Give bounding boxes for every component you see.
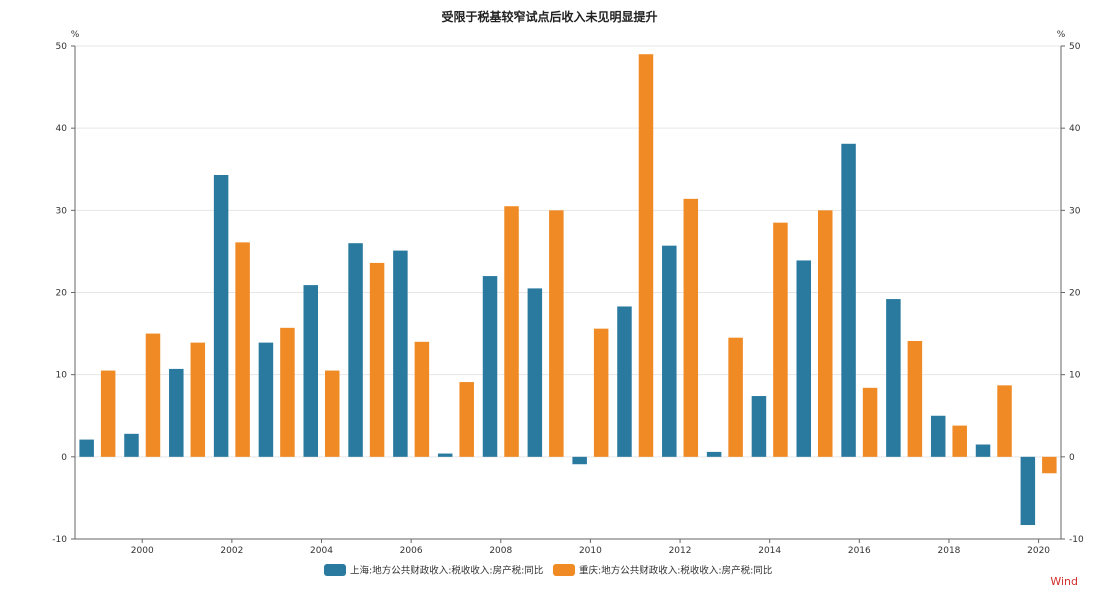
x-tick-label: 2020 [1027, 546, 1050, 556]
bar-shanghai-2018 [930, 415, 946, 457]
left-tick-label: -10 [52, 535, 67, 545]
bar-shanghai-2011 [617, 306, 632, 457]
right-tick-label: 30 [1069, 206, 1081, 216]
bar-chongqing-2016 [862, 387, 878, 457]
bar-shanghai-2017 [886, 299, 901, 457]
source-label: Wind [1050, 575, 1078, 588]
right-tick-label: 50 [1069, 42, 1081, 52]
bar-shanghai-2012 [662, 245, 677, 457]
bar-chongqing-2002 [235, 242, 250, 457]
bar-shanghai-2000 [124, 433, 139, 457]
bar-shanghai-2003 [258, 342, 274, 457]
bar-shanghai-2001 [169, 368, 184, 457]
x-tick-label: 2018 [938, 546, 961, 556]
bar-chongqing-2001 [190, 342, 206, 457]
bar-chongqing-2014 [773, 222, 788, 457]
right-tick-label: -10 [1069, 535, 1084, 545]
bar-chongqing-2013 [728, 337, 743, 457]
left-tick-label: 10 [56, 371, 68, 381]
bar-shanghai-2014 [751, 396, 767, 457]
left-tick-label: 0 [61, 453, 67, 463]
bar-shanghai-2008 [482, 276, 498, 457]
bar-shanghai-2006 [393, 250, 408, 457]
bar-chongqing-2005 [369, 262, 385, 457]
left-tick-label: 20 [56, 289, 68, 299]
bar-chongqing-2009 [549, 210, 564, 457]
right-axis-unit: % [1057, 30, 1066, 40]
bar-chongqing-2008 [504, 206, 519, 457]
x-tick-label: 2002 [220, 546, 243, 556]
legend-swatch-shanghai [324, 564, 346, 576]
bar-shanghai-2020 [1020, 456, 1036, 526]
right-y-axis: -10 0 10 20 30 40 50 [1060, 42, 1084, 545]
right-tick-label: 20 [1069, 289, 1081, 299]
bar-shanghai-2019 [975, 444, 991, 457]
x-tick-label: 2000 [131, 546, 154, 556]
x-tick-label: 2004 [310, 546, 333, 556]
legend-swatch-chongqing [553, 564, 575, 576]
bar-chongqing-2012 [683, 198, 699, 457]
chart-title: 受限于税基较窄试点后收入未见明显提升 [441, 9, 657, 24]
x-tick-label: 2006 [400, 546, 423, 556]
bar-chongqing-2015 [818, 210, 833, 457]
bar-chongqing-2003 [280, 327, 295, 457]
bar-chongqing-2020 [1042, 456, 1057, 474]
bar-shanghai-1999 [79, 439, 94, 457]
x-tick-label: 2012 [669, 546, 692, 556]
legend-label-shanghai: 上海:地方公共财政收入:税收收入:房产税:同比 [350, 565, 543, 577]
bar-chongqing-2017 [907, 340, 923, 457]
bar-shanghai-2016 [841, 143, 856, 457]
x-tick-label: 2016 [848, 546, 871, 556]
bar-shanghai-2004 [303, 285, 318, 457]
left-tick-label: 40 [56, 124, 68, 134]
x-tick-label: 2010 [579, 546, 602, 556]
bar-shanghai-2015 [796, 260, 811, 457]
bar-chongqing-2006 [414, 341, 430, 457]
left-tick-label: 30 [56, 206, 68, 216]
bar-shanghai-2005 [348, 243, 363, 457]
bar-chongqing-2011 [638, 54, 654, 457]
right-tick-label: 10 [1069, 371, 1081, 381]
bar-chongqing-1999 [100, 370, 116, 457]
bar-shanghai-2002 [213, 175, 229, 457]
x-tick-label: 2014 [758, 546, 781, 556]
bar-shanghai-2009 [527, 288, 543, 457]
bar-shanghai-2007 [437, 453, 453, 457]
bar-shanghai-2010 [572, 456, 587, 465]
bar-chongqing-2007 [459, 382, 474, 457]
bar-series [79, 54, 1057, 526]
left-y-axis: -10 0 10 20 30 40 50 [52, 42, 76, 545]
bar-chongqing-2004 [325, 370, 340, 457]
bar-chongqing-2018 [952, 425, 967, 457]
legend: 上海:地方公共财政收入:税收收入:房产税:同比 重庆:地方公共财政收入:税收收入… [324, 564, 772, 577]
legend-label-chongqing: 重庆:地方公共财政收入:税收收入:房产税:同比 [579, 565, 772, 577]
right-tick-label: 40 [1069, 124, 1081, 134]
bar-chongqing-2000 [145, 333, 161, 457]
bar-chongqing-2019 [997, 385, 1012, 457]
x-axis: 2000 2002 2004 2006 2008 2010 2012 2014 2016 2018… [75, 538, 1061, 556]
bar-shanghai-2013 [706, 451, 722, 457]
left-tick-label: 50 [56, 42, 68, 52]
right-tick-label: 0 [1069, 453, 1075, 463]
left-axis-unit: % [71, 30, 80, 40]
x-tick-label: 2008 [489, 546, 512, 556]
bar-chongqing-2010 [593, 328, 609, 457]
